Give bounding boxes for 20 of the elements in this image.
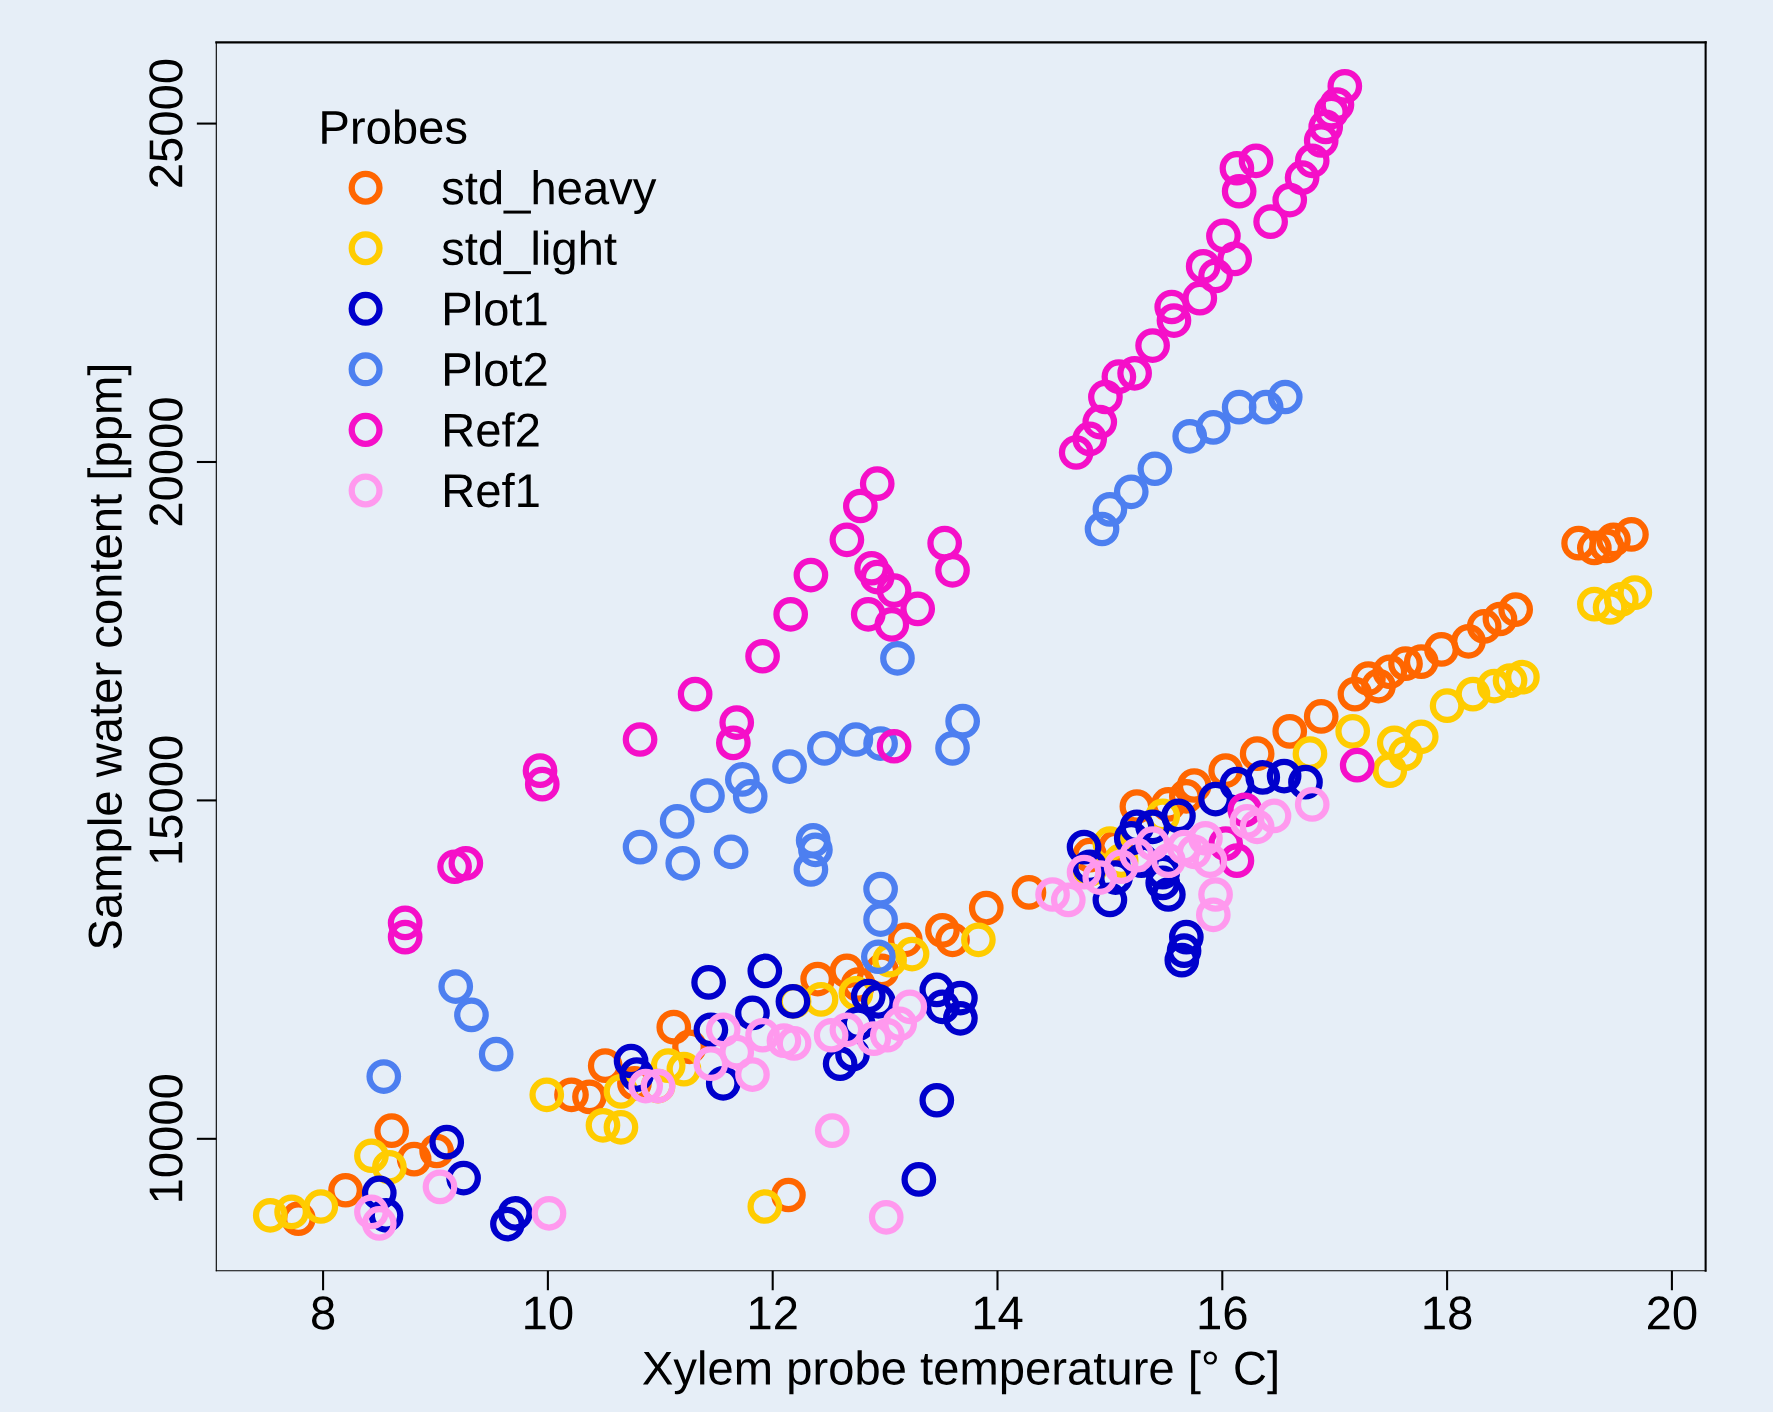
x-tick-label: 8 (312, 1296, 335, 1330)
y-axis-title: Sample water content [ppm] (87, 365, 132, 949)
y-tick-label: 10000 (149, 1075, 183, 1201)
x-axis-title: Xylem probe temperature [° C] (642, 1350, 1277, 1395)
legend-label: Plot2 (445, 351, 547, 387)
legend-label: std_light (442, 230, 617, 275)
x-tick-label: 10 (525, 1296, 573, 1330)
legend-label: Ref2 (445, 412, 539, 447)
legend-title: Probes (322, 109, 467, 145)
x-tick-label: 18 (1424, 1296, 1472, 1330)
y-tick-label: 25000 (149, 59, 183, 187)
x-tick-label: 16 (1199, 1296, 1247, 1330)
y-tick-label: 20000 (149, 398, 183, 526)
legend-label: Ref1 (445, 472, 539, 508)
legend-label: std_heavy (442, 169, 657, 214)
y-tick-label: 15000 (149, 736, 183, 863)
legend-label: Plot1 (445, 291, 547, 326)
x-tick-label: 20 (1648, 1296, 1697, 1330)
x-tick-label: 12 (750, 1296, 797, 1330)
x-tick-label: 14 (974, 1296, 1023, 1330)
